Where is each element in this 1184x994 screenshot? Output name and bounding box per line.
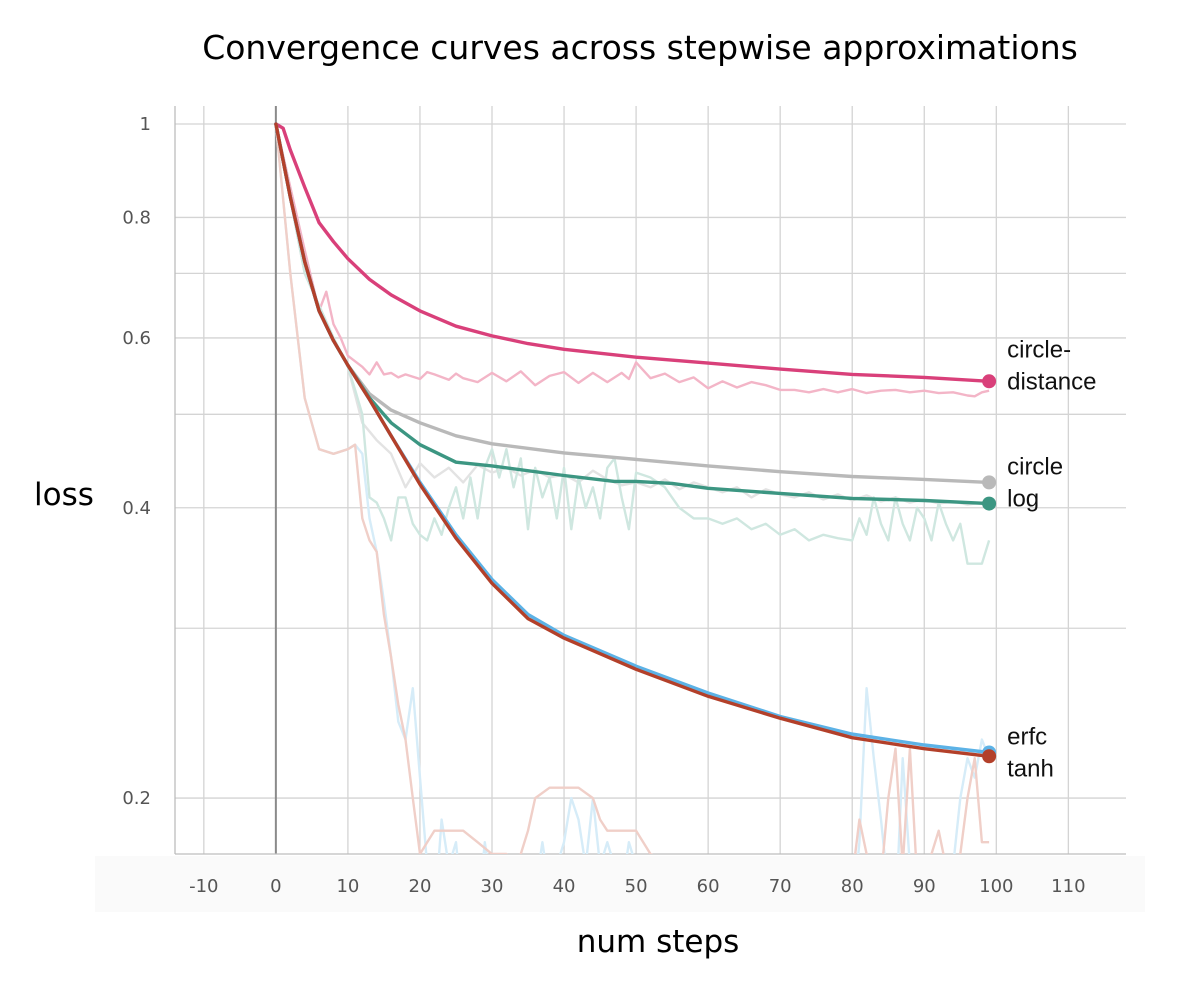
- series-label-log: log: [1007, 485, 1039, 512]
- raw-series-layer: [274, 123, 991, 854]
- x-tick-label: 100: [979, 876, 1013, 897]
- x-tick-label: 70: [769, 876, 792, 897]
- x-axis-band: [95, 856, 1145, 912]
- x-axis-title: num steps: [577, 924, 740, 960]
- x-tick-label: 20: [409, 876, 432, 897]
- series-line-tanh: [274, 122, 991, 758]
- smoothed-series-layer: [274, 122, 991, 758]
- y-axis-title: loss: [34, 477, 94, 513]
- end-dot-circle: [982, 475, 997, 490]
- y-tick-label: 0.8: [122, 207, 151, 228]
- end-dot-circle-distance: [982, 374, 997, 389]
- series-label-erfc: erfc: [1007, 723, 1047, 750]
- x-tick-label: 30: [481, 876, 504, 897]
- series-label-circle-distance: circle-: [1007, 336, 1071, 363]
- x-tick-label: 60: [697, 876, 720, 897]
- series-end-markers: [982, 374, 997, 764]
- x-tick-label: 0: [270, 876, 281, 897]
- series-line-circle-distance: [274, 122, 991, 383]
- x-tick-label: 40: [553, 876, 576, 897]
- raw-line-circle-raw: [274, 123, 990, 506]
- y-tick-label: 1: [140, 114, 151, 135]
- end-dot-tanh: [982, 749, 997, 764]
- series-line-circle: [274, 122, 991, 485]
- y-tick-label: 0.2: [122, 788, 151, 809]
- x-tick-label: 90: [913, 876, 936, 897]
- x-tick-label: 80: [841, 876, 864, 897]
- raw-line-erfc-raw: [274, 123, 991, 854]
- chart-title: Convergence curves across stepwise appro…: [202, 28, 1078, 67]
- series-label-circle: circle: [1007, 453, 1063, 480]
- series-labels: circle-distance circle log erfc tanh: [1007, 336, 1096, 782]
- series-label-tanh: tanh: [1007, 755, 1054, 782]
- raw-line-tanh-raw: [274, 123, 990, 854]
- raw-line-circle-distance-raw: [274, 123, 990, 398]
- series-label-circle-distance: distance: [1007, 368, 1096, 395]
- x-tick-label: 50: [625, 876, 648, 897]
- y-tick-label: 0.4: [122, 498, 151, 519]
- y-tick-label: 0.6: [122, 328, 151, 349]
- x-tick-label: 110: [1051, 876, 1085, 897]
- x-tick-label: -10: [189, 876, 218, 897]
- series-line-erfc: [274, 122, 991, 755]
- raw-line-log-raw: [274, 123, 991, 565]
- x-tick-label: 10: [336, 876, 359, 897]
- x-tick-labels: -10 0 10 20 30 40 50 60 70 80 90 100 110: [189, 876, 1085, 897]
- end-dot-log: [982, 496, 997, 511]
- y-tick-labels: 1 0.8 0.6 0.4 0.2: [122, 114, 151, 809]
